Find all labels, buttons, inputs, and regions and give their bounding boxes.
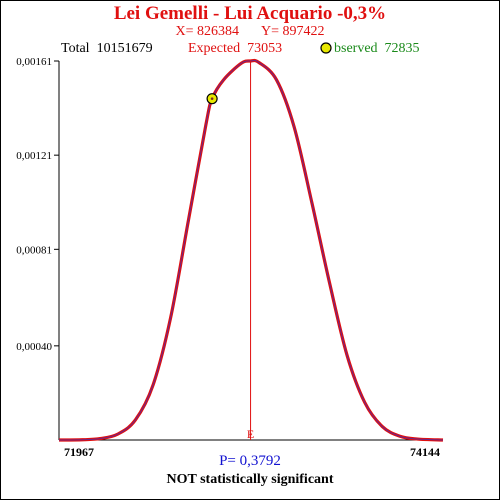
observed-point-center [210,97,214,100]
chart-title: Lei Gemelli - Lui Acquario -0,3% [113,3,387,24]
total-label: Total [61,41,90,56]
y-tick-label: 0,00040 [16,341,52,353]
y-value: Y= 897422 [261,24,325,39]
observed-label: bserved [334,41,378,56]
p-value: P= 0,3792 [219,453,281,469]
total-value: 10151679 [96,41,153,56]
observed-value: 72835 [384,41,420,56]
observed-point-group [206,42,332,105]
y-tick-label: 0,00081 [16,244,52,256]
expected-label: Expected [188,41,241,56]
y-tick-label: 0,00121 [16,150,52,162]
x-tick-label-min: 71967 [64,445,94,459]
x-axis-ticks: 71967 74144 [64,445,440,459]
expected-count: Expected 73053 [188,41,282,57]
expected-value: 73053 [247,41,283,56]
expected-marker: E [247,61,254,441]
distribution-curve [58,58,444,442]
total-count: Total 10151679 [61,41,153,57]
observed-legend-marker [320,42,332,54]
significance-verdict: NOT statistically significant [166,472,334,487]
xy-values: X= 826384 Y= 897422 [1,24,499,40]
x-value: X= 826384 [175,24,239,39]
y-axis-ticks: 0,00040 0,00081 0,00121 0,00161 [16,56,59,353]
expected-label: E [247,427,254,441]
observed-count: bserved 72835 [334,41,420,57]
x-tick-label-max: 74144 [410,445,440,459]
y-tick-label: 0,00161 [16,56,52,68]
curve-line-core [58,59,444,441]
